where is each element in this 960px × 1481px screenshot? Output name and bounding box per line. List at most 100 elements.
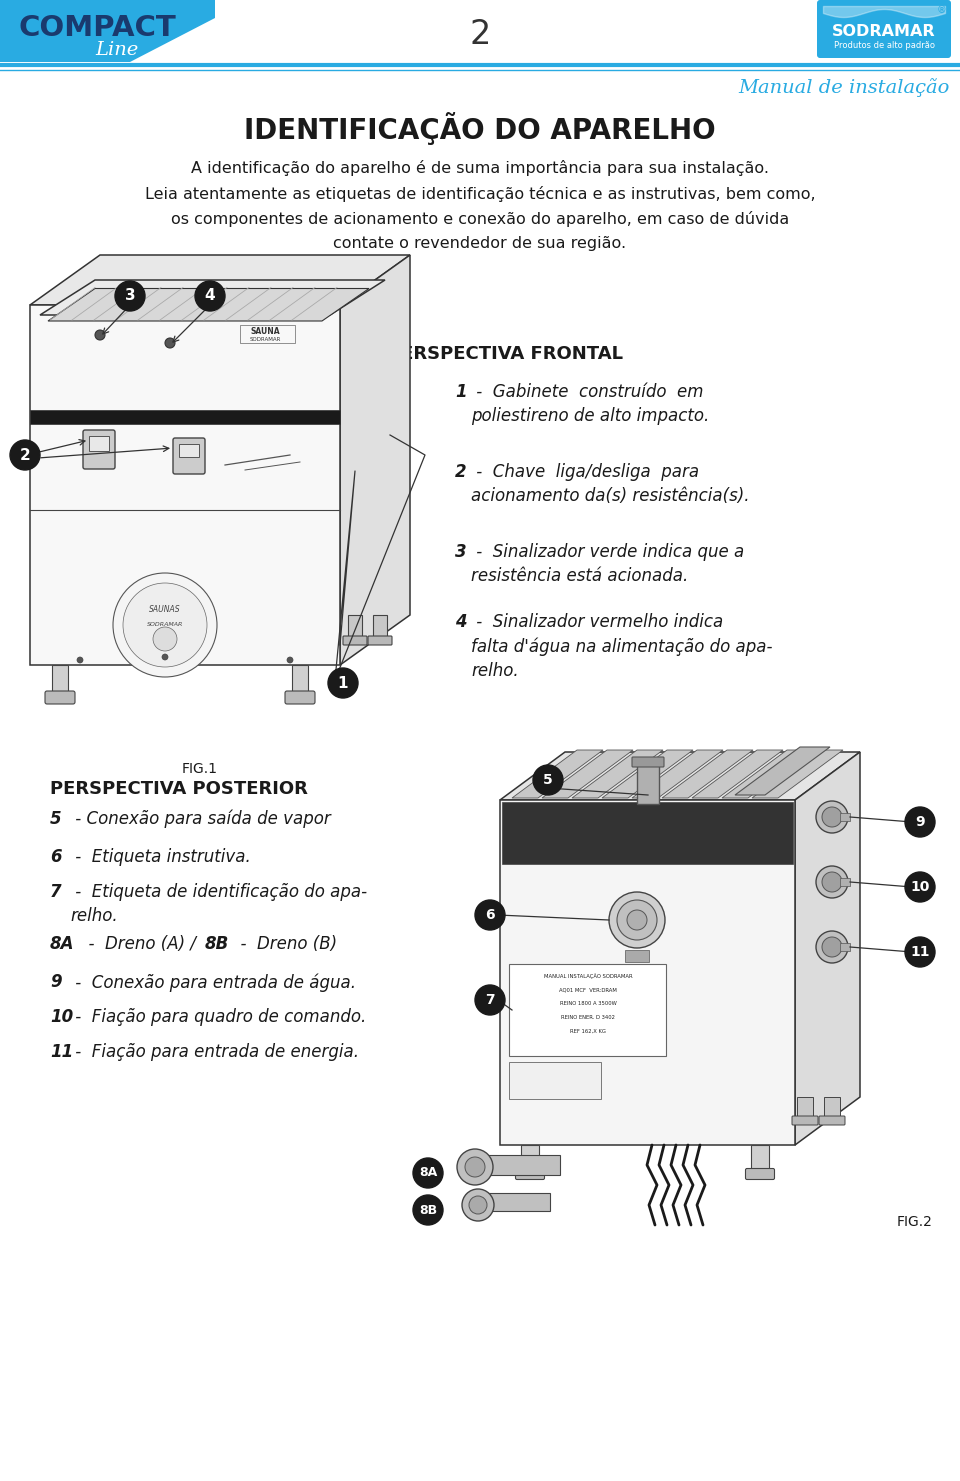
Text: -  Dreno (B): - Dreno (B) xyxy=(230,935,337,952)
Circle shape xyxy=(822,872,842,892)
Circle shape xyxy=(816,932,848,963)
Text: 11: 11 xyxy=(50,1043,73,1060)
FancyBboxPatch shape xyxy=(368,635,392,646)
Text: 10: 10 xyxy=(50,1009,73,1026)
FancyBboxPatch shape xyxy=(502,803,793,863)
Text: -  Chave  liga/desliga  para
acionamento da(s) resistência(s).: - Chave liga/desliga para acionamento da… xyxy=(471,464,750,505)
Text: contate o revendedor de sua região.: contate o revendedor de sua região. xyxy=(333,235,627,250)
Text: PERSPECTIVA FRONTAL: PERSPECTIVA FRONTAL xyxy=(388,345,622,363)
Text: -  Sinalizador verde indica que a
resistência está acionada.: - Sinalizador verde indica que a resistê… xyxy=(471,544,744,585)
Polygon shape xyxy=(692,749,783,798)
Circle shape xyxy=(195,281,225,311)
Polygon shape xyxy=(795,752,860,1145)
FancyBboxPatch shape xyxy=(746,1169,775,1179)
Polygon shape xyxy=(512,749,603,798)
Circle shape xyxy=(822,807,842,826)
Circle shape xyxy=(822,937,842,957)
FancyBboxPatch shape xyxy=(343,635,367,646)
Circle shape xyxy=(816,866,848,897)
Text: - Conexão para saída de vapor: - Conexão para saída de vapor xyxy=(70,810,331,828)
Polygon shape xyxy=(542,749,633,798)
Circle shape xyxy=(617,900,657,940)
Text: REF 162,X KG: REF 162,X KG xyxy=(570,1029,606,1034)
Polygon shape xyxy=(722,749,813,798)
Polygon shape xyxy=(500,800,795,1145)
FancyBboxPatch shape xyxy=(89,435,109,452)
Text: Leia atentamente as etiquetas de identificação técnica e as instrutivas, bem com: Leia atentamente as etiquetas de identif… xyxy=(145,187,815,201)
FancyBboxPatch shape xyxy=(373,615,387,637)
Text: -  Etiqueta instrutiva.: - Etiqueta instrutiva. xyxy=(70,849,251,866)
FancyBboxPatch shape xyxy=(179,444,199,458)
Text: 4: 4 xyxy=(455,613,467,631)
FancyBboxPatch shape xyxy=(632,757,664,767)
FancyBboxPatch shape xyxy=(83,429,115,469)
FancyBboxPatch shape xyxy=(840,813,850,820)
Circle shape xyxy=(905,807,935,837)
Polygon shape xyxy=(340,255,410,665)
Circle shape xyxy=(475,985,505,1014)
Text: SAUNAS: SAUNAS xyxy=(149,606,180,615)
Text: Line: Line xyxy=(95,41,138,59)
Circle shape xyxy=(457,1149,493,1185)
Text: FIG.1: FIG.1 xyxy=(182,763,218,776)
Text: PERSPECTIVA POSTERIOR: PERSPECTIVA POSTERIOR xyxy=(50,780,308,798)
Circle shape xyxy=(816,801,848,832)
FancyBboxPatch shape xyxy=(292,665,308,693)
Text: FIG.2: FIG.2 xyxy=(897,1214,933,1229)
FancyBboxPatch shape xyxy=(475,1155,560,1174)
FancyBboxPatch shape xyxy=(52,665,68,693)
Text: 3: 3 xyxy=(125,289,135,304)
FancyBboxPatch shape xyxy=(348,615,362,637)
FancyBboxPatch shape xyxy=(509,1062,601,1099)
Circle shape xyxy=(77,658,83,663)
Text: SAUNA: SAUNA xyxy=(251,327,279,336)
Circle shape xyxy=(627,909,647,930)
Circle shape xyxy=(95,330,105,341)
Text: 6: 6 xyxy=(50,849,61,866)
Text: A identificação do aparelho é de suma importância para sua instalação.: A identificação do aparelho é de suma im… xyxy=(191,160,769,176)
Text: 8B: 8B xyxy=(419,1204,437,1216)
FancyBboxPatch shape xyxy=(516,1169,544,1179)
Polygon shape xyxy=(572,749,663,798)
Text: 9: 9 xyxy=(50,973,61,991)
Text: 8A: 8A xyxy=(50,935,75,952)
Text: 6: 6 xyxy=(485,908,494,923)
Text: Manual de instalação: Manual de instalação xyxy=(738,78,950,96)
Circle shape xyxy=(905,937,935,967)
Text: 5: 5 xyxy=(50,810,61,828)
Text: 4: 4 xyxy=(204,289,215,304)
Polygon shape xyxy=(632,749,723,798)
Circle shape xyxy=(287,658,293,663)
FancyBboxPatch shape xyxy=(637,763,659,804)
Text: 11: 11 xyxy=(910,945,929,960)
Circle shape xyxy=(413,1195,443,1225)
Text: -  Dreno (A) /: - Dreno (A) / xyxy=(78,935,202,952)
Text: COMPACT: COMPACT xyxy=(18,13,176,41)
Polygon shape xyxy=(602,749,693,798)
Polygon shape xyxy=(0,0,215,62)
Text: Produtos de alto padrão: Produtos de alto padrão xyxy=(833,41,934,50)
Text: 3: 3 xyxy=(455,544,467,561)
Circle shape xyxy=(462,1189,494,1220)
Polygon shape xyxy=(662,749,753,798)
Circle shape xyxy=(115,281,145,311)
FancyBboxPatch shape xyxy=(751,1145,769,1170)
FancyBboxPatch shape xyxy=(480,1194,550,1211)
Text: 8B: 8B xyxy=(205,935,229,952)
Circle shape xyxy=(465,1157,485,1177)
Circle shape xyxy=(413,1158,443,1188)
Text: 1: 1 xyxy=(455,384,467,401)
Text: -  Sinalizador vermelho indica
falta d'água na alimentação do apa-
relho.: - Sinalizador vermelho indica falta d'ág… xyxy=(471,613,773,680)
Text: ®: ® xyxy=(936,4,946,15)
Polygon shape xyxy=(48,289,369,321)
Text: 1: 1 xyxy=(338,675,348,690)
Circle shape xyxy=(533,766,563,795)
Text: 10: 10 xyxy=(910,880,929,895)
Text: REINO 1800 A 3500W: REINO 1800 A 3500W xyxy=(560,1001,616,1006)
FancyBboxPatch shape xyxy=(792,1117,818,1126)
Text: 2: 2 xyxy=(455,464,467,481)
FancyBboxPatch shape xyxy=(824,1097,840,1117)
FancyBboxPatch shape xyxy=(509,964,666,1056)
Polygon shape xyxy=(30,305,340,665)
Circle shape xyxy=(123,584,207,666)
